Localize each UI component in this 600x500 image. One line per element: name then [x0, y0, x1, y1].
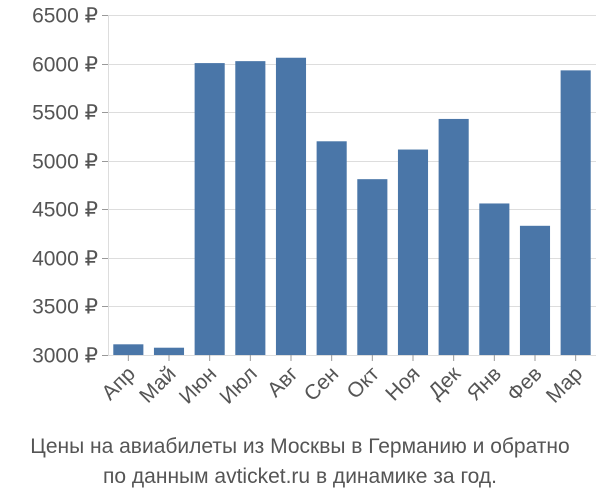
x-tick-label: Июл [215, 362, 261, 408]
bar [275, 57, 307, 356]
bar [397, 149, 429, 355]
bars [113, 57, 591, 356]
y-tick-label: 5500 ₽ [32, 102, 98, 125]
y-tick-label: 3500 ₽ [32, 296, 98, 319]
grid-lines [108, 15, 596, 356]
y-tick-labels: 3000 ₽ 3500 ₽ 4000 ₽ 4500 ₽ 5000 ₽ 5500 ₽ 6000… [32, 5, 98, 368]
bar [113, 344, 144, 355]
x-tick-label: Апр [97, 362, 139, 404]
x-tick-label: Авг [263, 362, 303, 402]
x-tick-label: Май [135, 362, 180, 407]
x-tick-label: Янв [463, 362, 506, 405]
y-tick-label: 6500 ₽ [32, 5, 98, 28]
bar [519, 225, 551, 355]
x-tick-label: Окт [343, 362, 385, 404]
x-tick-label: Июн [175, 362, 221, 408]
axes [102, 15, 577, 361]
y-tick-label: 5000 ₽ [32, 151, 98, 174]
bar [194, 63, 225, 356]
price-bar-chart: 3000 ₽ 3500 ₽ 4000 ₽ 4500 ₽ 5000 ₽ 5500 ₽ 6000… [32, 5, 596, 409]
x-tick-label: Мар [542, 362, 587, 407]
x-tick-label: Дек [424, 362, 466, 404]
bar [479, 203, 510, 355]
bar [153, 347, 185, 355]
chart-caption-line2: по данным avticket.ru в динамике за год. [103, 465, 497, 488]
y-tick-label: 4000 ₽ [32, 248, 98, 271]
chart-caption-line1: Цены на авиабилеты из Москвы в Германию … [30, 435, 570, 458]
bar [438, 118, 469, 355]
y-tick-label: 6000 ₽ [32, 54, 98, 77]
bar [357, 179, 388, 355]
y-tick-label: 4500 ₽ [32, 199, 98, 222]
bar [235, 61, 266, 355]
y-tick-label: 3000 ₽ [32, 345, 98, 368]
x-tick-label: Ноя [381, 362, 424, 405]
bar [560, 70, 591, 356]
bar [316, 141, 347, 355]
x-tick-label: Фев [503, 362, 547, 406]
x-tick-label: Сен [300, 362, 343, 405]
